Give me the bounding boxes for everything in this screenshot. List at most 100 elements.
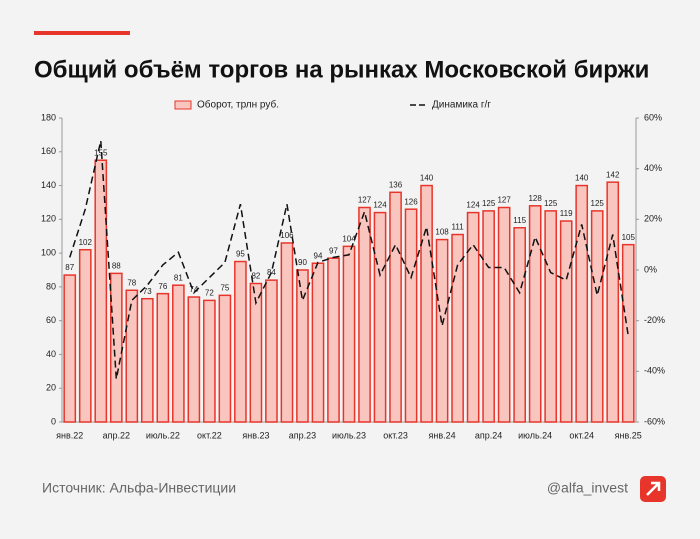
data-label: 111: [452, 223, 465, 232]
data-label: 140: [420, 174, 434, 183]
x-tick-label: апр.22: [103, 430, 130, 440]
bar: [327, 257, 340, 423]
bar: [156, 292, 170, 423]
data-label: 106: [280, 231, 294, 240]
bar: [234, 260, 247, 423]
data-label: 102: [79, 238, 93, 247]
bar: [404, 208, 418, 423]
data-label: 97: [329, 246, 338, 255]
line: [69, 140, 629, 380]
legend-swatch: [174, 100, 192, 110]
y2-tick-label: -60%: [644, 416, 665, 426]
y-tick-label: 160: [41, 146, 56, 156]
bar: [172, 284, 185, 423]
bar: [420, 184, 433, 423]
legend-label: Оборот, трлн руб.: [197, 99, 279, 111]
bar: [544, 210, 558, 423]
data-label: 72: [205, 289, 214, 298]
bar: [94, 159, 108, 423]
y-tick-label: 60: [46, 315, 56, 325]
bar: [187, 296, 201, 423]
x-tick-label: июль.24: [518, 430, 552, 440]
y2-tick-label: -40%: [644, 366, 665, 376]
data-label: 115: [513, 216, 526, 225]
data-label: 94: [314, 251, 323, 260]
bar: [606, 181, 620, 423]
data-label: 81: [174, 273, 183, 282]
y-tick-label: 0: [51, 416, 56, 426]
bar: [389, 191, 402, 423]
data-label: 142: [606, 170, 620, 179]
bar: [125, 289, 139, 423]
data-label: 125: [482, 199, 496, 208]
data-label: 119: [560, 209, 573, 218]
y2-tick-label: -20%: [644, 315, 665, 325]
x-tick-label: янв.25: [615, 430, 642, 440]
bar: [311, 262, 325, 423]
data-label: 124: [373, 201, 387, 210]
bar: [466, 211, 480, 423]
y-tick-label: 40: [46, 349, 56, 359]
y-tick-label: 80: [46, 281, 56, 291]
data-label: 87: [65, 263, 74, 272]
data-label: 128: [528, 194, 542, 203]
data-label: 78: [127, 278, 136, 287]
data-label: 127: [497, 196, 511, 205]
y-tick-label: 140: [41, 180, 56, 190]
data-label: 90: [298, 258, 307, 267]
y-tick-label: 100: [41, 247, 56, 257]
bar: [358, 206, 371, 423]
data-label: 75: [220, 283, 229, 292]
bar: [265, 279, 278, 423]
bar: [451, 233, 464, 423]
accent-line: [34, 31, 130, 35]
bar: [435, 238, 449, 423]
data-label: 108: [435, 228, 449, 237]
x-tick-label: июль.23: [332, 430, 366, 440]
bar: [203, 299, 216, 423]
bar: [559, 220, 573, 423]
y-tick-label: 120: [41, 214, 56, 224]
bar: [528, 205, 542, 423]
x-tick-label: окт.24: [569, 430, 594, 440]
bar: [63, 274, 77, 423]
data-label: 76: [158, 282, 167, 291]
y2-tick-label: 40%: [644, 163, 662, 173]
bar: [296, 269, 309, 423]
x-tick-label: янв.22: [56, 430, 83, 440]
bar: [280, 242, 294, 423]
y-tick-label: 180: [41, 112, 56, 122]
bar: [78, 248, 92, 423]
data-label: 74: [189, 285, 198, 294]
x-tick-label: июль.22: [146, 430, 180, 440]
bar: [497, 206, 511, 423]
chart-title: Общий объём торгов на рынках Московской …: [34, 56, 649, 83]
y2-tick-label: 20%: [644, 214, 662, 224]
bar: [342, 245, 356, 423]
data-label: 140: [575, 174, 589, 183]
x-tick-label: апр.23: [289, 430, 316, 440]
source: Источник: Альфа-Инвестиции: [42, 480, 236, 496]
bar: [249, 282, 263, 423]
bar: [109, 272, 123, 423]
data-label: 124: [466, 201, 480, 210]
bar: [482, 210, 495, 423]
bar: [513, 227, 526, 423]
bar: [218, 294, 232, 423]
bar: [140, 297, 154, 423]
data-label: 73: [143, 287, 152, 296]
data-label: 126: [404, 197, 418, 206]
x-tick-label: окт.22: [197, 430, 222, 440]
bar: [590, 210, 604, 423]
bar: [373, 211, 387, 423]
data-label: 95: [236, 250, 245, 259]
data-label: 104: [342, 234, 356, 243]
data-label: 88: [112, 261, 121, 270]
y2-tick-label: 60%: [644, 112, 662, 122]
handle: @alfa_invest: [547, 480, 628, 496]
x-tick-label: янв.23: [242, 430, 269, 440]
legend-label: Динамика г/г: [432, 100, 491, 111]
x-tick-label: окт.23: [383, 430, 408, 440]
data-label: 127: [358, 196, 372, 205]
